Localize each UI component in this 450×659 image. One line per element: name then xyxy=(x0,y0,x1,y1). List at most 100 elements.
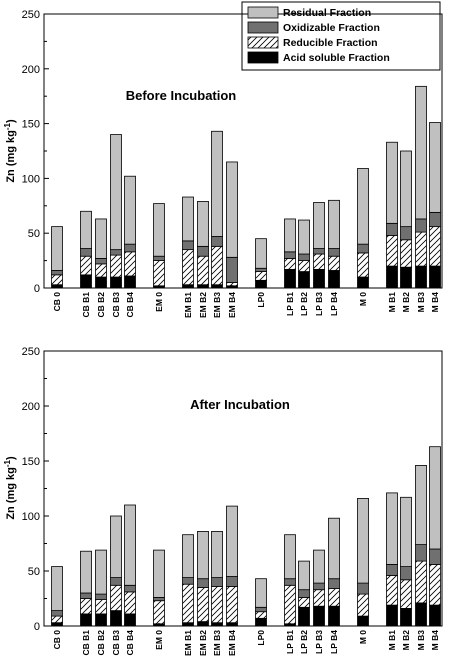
bar-segment-oxidizable xyxy=(226,256,238,283)
bar-segment-oxidizable xyxy=(328,578,340,590)
bar-segment-oxidizable xyxy=(357,582,369,595)
bar-segment-residual xyxy=(80,210,92,249)
bar-segment-residual xyxy=(386,141,398,224)
y-tick-label: 150 xyxy=(22,119,40,131)
category-label: CB 0 xyxy=(52,630,62,650)
category-label: M B1 xyxy=(387,630,397,651)
bar-segment-oxidizable xyxy=(51,610,63,617)
bar-segment-acid-soluble xyxy=(415,602,427,627)
bar-segment-reducible xyxy=(95,599,107,615)
y-axis-label: Zn (mg kg-1) xyxy=(3,456,17,520)
bar-segment-oxidizable xyxy=(110,577,122,586)
bar-stack xyxy=(298,219,310,289)
category-label: CB B4 xyxy=(125,630,135,656)
bar-segment-reducible xyxy=(298,597,310,608)
bar-segment-residual xyxy=(153,203,165,257)
legend: Residual Fraction Oxidizable Fraction Re… xyxy=(241,1,441,71)
category-label: LP B4 xyxy=(329,630,339,654)
category-label: CB B2 xyxy=(96,292,106,318)
bar-segment-residual xyxy=(400,150,412,228)
bar-segment-oxidizable xyxy=(429,548,441,565)
legend-frame xyxy=(241,1,441,71)
category-label: EM B4 xyxy=(227,630,237,656)
bar-segment-oxidizable xyxy=(95,593,107,600)
bar-segment-reducible xyxy=(429,564,441,606)
legend-label-reducible: Reducible Fraction xyxy=(283,37,378,49)
bar-segment-reducible xyxy=(357,593,369,617)
category-label: CB B1 xyxy=(81,630,91,656)
bar-segment-reducible xyxy=(415,231,427,267)
bar-stack xyxy=(95,218,107,289)
bar-segment-oxidizable xyxy=(328,248,340,257)
bar-segment-oxidizable xyxy=(80,592,92,599)
bar-stack xyxy=(95,549,107,627)
category-label: EM B1 xyxy=(183,630,193,656)
y-axis-label-main: Zn (mg kg xyxy=(5,130,17,183)
legend-label-oxidizable: Oxidizable Fraction xyxy=(283,22,380,34)
bar-segment-acid-soluble xyxy=(429,265,441,289)
bar-segment-oxidizable xyxy=(51,270,63,276)
bar-segment-oxidizable xyxy=(211,236,223,247)
category-label: LP B4 xyxy=(329,292,339,316)
panel-before-incubation: 0 50 100 150 200 250 CB 0 CB B1 CB B2 CB B3 CB B4… xyxy=(3,1,443,318)
bar-stack xyxy=(197,531,209,627)
bar-segment-residual xyxy=(226,161,238,258)
legend-label-acid-soluble: Acid soluble Fraction xyxy=(283,52,390,64)
bar-segment-residual xyxy=(328,199,340,249)
bar-stack xyxy=(298,560,310,627)
bar-stack xyxy=(313,549,325,627)
bar-segment-residual xyxy=(153,549,165,598)
category-label: CB B4 xyxy=(125,292,135,318)
bar-segment-residual xyxy=(51,226,63,271)
y-tick-label: 0 xyxy=(34,283,40,295)
bar-segment-reducible xyxy=(386,234,398,267)
y-tick-label: 250 xyxy=(22,346,40,358)
bar-segment-oxidizable xyxy=(124,584,136,593)
bar-segment-reducible xyxy=(197,255,209,286)
bar-stack xyxy=(182,196,194,289)
bar-segment-oxidizable xyxy=(415,218,427,233)
bar-segment-oxidizable xyxy=(124,243,136,253)
bar-stack xyxy=(80,210,92,289)
bar-segment-oxidizable xyxy=(197,578,209,588)
bar-segment-reducible xyxy=(415,560,427,604)
y-tick-label: 50 xyxy=(28,566,40,578)
bar-stack xyxy=(400,496,412,627)
bar-segment-acid-soluble xyxy=(400,266,412,289)
y-axis-label-sup: -1 xyxy=(3,459,12,467)
bar-segment-residual xyxy=(284,534,296,580)
bar-stack xyxy=(124,504,136,627)
category-label: EM 0 xyxy=(154,292,164,312)
category-label: M 0 xyxy=(358,292,368,306)
bar-segment-residual xyxy=(400,496,412,567)
legend-item-oxidizable: Oxidizable Fraction xyxy=(247,21,380,34)
category-label: CB B1 xyxy=(81,292,91,318)
bar-stack xyxy=(429,122,441,289)
bar-segment-oxidizable xyxy=(386,564,398,576)
bar-segment-residual xyxy=(429,446,441,550)
bar-segment-reducible xyxy=(197,587,209,622)
bar-segment-oxidizable xyxy=(400,566,412,581)
bar-segment-oxidizable xyxy=(429,211,441,228)
bar-segment-residual xyxy=(328,517,340,580)
category-label: EM B3 xyxy=(212,630,222,656)
bar-segment-oxidizable xyxy=(298,253,310,262)
bar-segment-reducible xyxy=(429,226,441,267)
bar-segment-residual xyxy=(197,531,209,580)
bar-segment-residual xyxy=(95,549,107,595)
bar-segment-oxidizable xyxy=(211,577,223,587)
bar-segment-oxidizable xyxy=(400,226,412,241)
bar-segment-oxidizable xyxy=(313,248,325,255)
category-label: EM B2 xyxy=(198,292,208,318)
bar-stack xyxy=(110,515,122,627)
panel-title: Before Incubation xyxy=(126,88,237,103)
bar-stack xyxy=(226,505,238,627)
bar-segment-reducible xyxy=(357,252,369,278)
bar-segment-residual xyxy=(182,534,194,579)
bar-segment-residual xyxy=(110,134,122,251)
bar-stack xyxy=(386,141,398,289)
category-label: LP0 xyxy=(256,630,266,646)
bar-stack xyxy=(284,534,296,627)
bar-stack xyxy=(51,226,63,289)
bar-segment-residual xyxy=(357,497,369,584)
